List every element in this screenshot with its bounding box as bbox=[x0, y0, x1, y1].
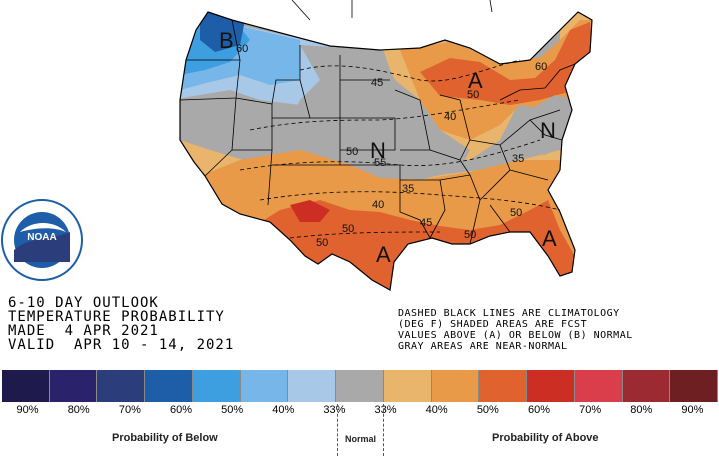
region-label-above-great-lakes: A bbox=[468, 68, 483, 93]
region-label-above-southeast: A bbox=[542, 226, 557, 251]
color-swatch bbox=[336, 370, 384, 402]
contour-label: 50 bbox=[342, 223, 354, 235]
color-swatch bbox=[670, 370, 719, 402]
contour-label: 50 bbox=[316, 237, 328, 249]
color-swatch bbox=[97, 370, 146, 402]
contour-label: 40 bbox=[372, 199, 384, 211]
color-swatch bbox=[192, 370, 241, 402]
tick-label: 90% bbox=[16, 404, 39, 416]
tick-label: 90% bbox=[681, 404, 704, 416]
tick-label: 40% bbox=[272, 404, 295, 416]
contour-label: 60 bbox=[535, 61, 547, 73]
tick-label: 50% bbox=[221, 404, 244, 416]
contour-label: 55 bbox=[374, 157, 386, 169]
tick-label: 70% bbox=[118, 404, 141, 416]
region-label-normal-central: N bbox=[370, 138, 386, 163]
state-borders bbox=[179, 0, 593, 291]
tick-label: 40% bbox=[425, 404, 448, 416]
title-line: TEMPERATURE PROBABILITY bbox=[8, 309, 225, 325]
tick-label: 33% bbox=[374, 404, 397, 416]
tick-label: 33% bbox=[323, 404, 346, 416]
color-swatch bbox=[145, 370, 193, 402]
color-swatch bbox=[288, 370, 337, 402]
color-swatch bbox=[431, 370, 480, 402]
region-label-below-northwest: B bbox=[219, 28, 234, 53]
outlook-title-block: 6-10 DAY OUTLOOK TEMPERATURE PROBABILITY… bbox=[8, 296, 234, 352]
svg-text:NOAA: NOAA bbox=[27, 232, 56, 243]
contour-label: 50 bbox=[464, 229, 476, 241]
color-swatch bbox=[479, 370, 528, 402]
title-line: VALID APR 10 - 14, 2021 bbox=[8, 337, 235, 353]
note-line: (DEG F) SHADED AREAS ARE FCST bbox=[398, 319, 588, 330]
note-line: GRAY AREAS ARE NEAR-NORMAL bbox=[398, 341, 568, 352]
contour-label: 35 bbox=[512, 153, 524, 165]
probability-color-scale bbox=[2, 370, 719, 402]
normal-divider-right bbox=[383, 404, 384, 456]
tick-label: 80% bbox=[67, 404, 90, 416]
normal-caption: Normal bbox=[345, 434, 377, 444]
contour-label: 45 bbox=[371, 77, 383, 89]
note-line: VALUES ABOVE (A) OR BELOW (B) NORMAL bbox=[398, 330, 633, 341]
tick-label: 60% bbox=[527, 404, 550, 416]
tick-label: 70% bbox=[579, 404, 602, 416]
color-swatch bbox=[383, 370, 432, 402]
contour-label: 50 bbox=[467, 89, 479, 101]
contour-label: 45 bbox=[420, 217, 432, 229]
tick-label: 80% bbox=[630, 404, 653, 416]
contour-label: 60 bbox=[236, 43, 248, 55]
noaa-logo: NOAA bbox=[1, 199, 83, 281]
outlook-map: NOAA B A N N A A A 60 60 45 50 40 35 50 … bbox=[1, 0, 593, 291]
note-line: DASHED BLACK LINES ARE CLIMATOLOGY bbox=[398, 308, 620, 319]
title-line: MADE 4 APR 2021 bbox=[8, 323, 159, 339]
title-line: 6-10 DAY OUTLOOK bbox=[8, 295, 159, 311]
color-swatch bbox=[622, 370, 671, 402]
color-swatch bbox=[2, 370, 50, 402]
above-caption: Probability of Above bbox=[492, 432, 599, 444]
normal-divider-left bbox=[337, 404, 338, 456]
contour-label: 35 bbox=[402, 183, 414, 195]
region-label-above-texas: A bbox=[376, 242, 391, 267]
climatology-contours bbox=[239, 59, 561, 239]
color-swatch bbox=[574, 370, 623, 402]
contour-label: 50 bbox=[510, 207, 522, 219]
tick-label: 60% bbox=[169, 404, 192, 416]
below-caption: Probability of Below bbox=[112, 432, 218, 444]
tick-label: 50% bbox=[476, 404, 499, 416]
legend-note-block: DASHED BLACK LINES ARE CLIMATOLOGY (DEG … bbox=[398, 308, 633, 352]
color-swatch bbox=[527, 370, 575, 402]
region-label-normal-midatlantic: N bbox=[540, 118, 556, 143]
probability-ticks: 90% 80% 70% 60% 50% 40% 33% 33% 40% 50% … bbox=[2, 404, 718, 416]
contour-label: 40 bbox=[444, 111, 456, 123]
color-swatch bbox=[240, 370, 289, 402]
contour-label: 50 bbox=[346, 146, 358, 158]
color-swatch bbox=[49, 370, 98, 402]
